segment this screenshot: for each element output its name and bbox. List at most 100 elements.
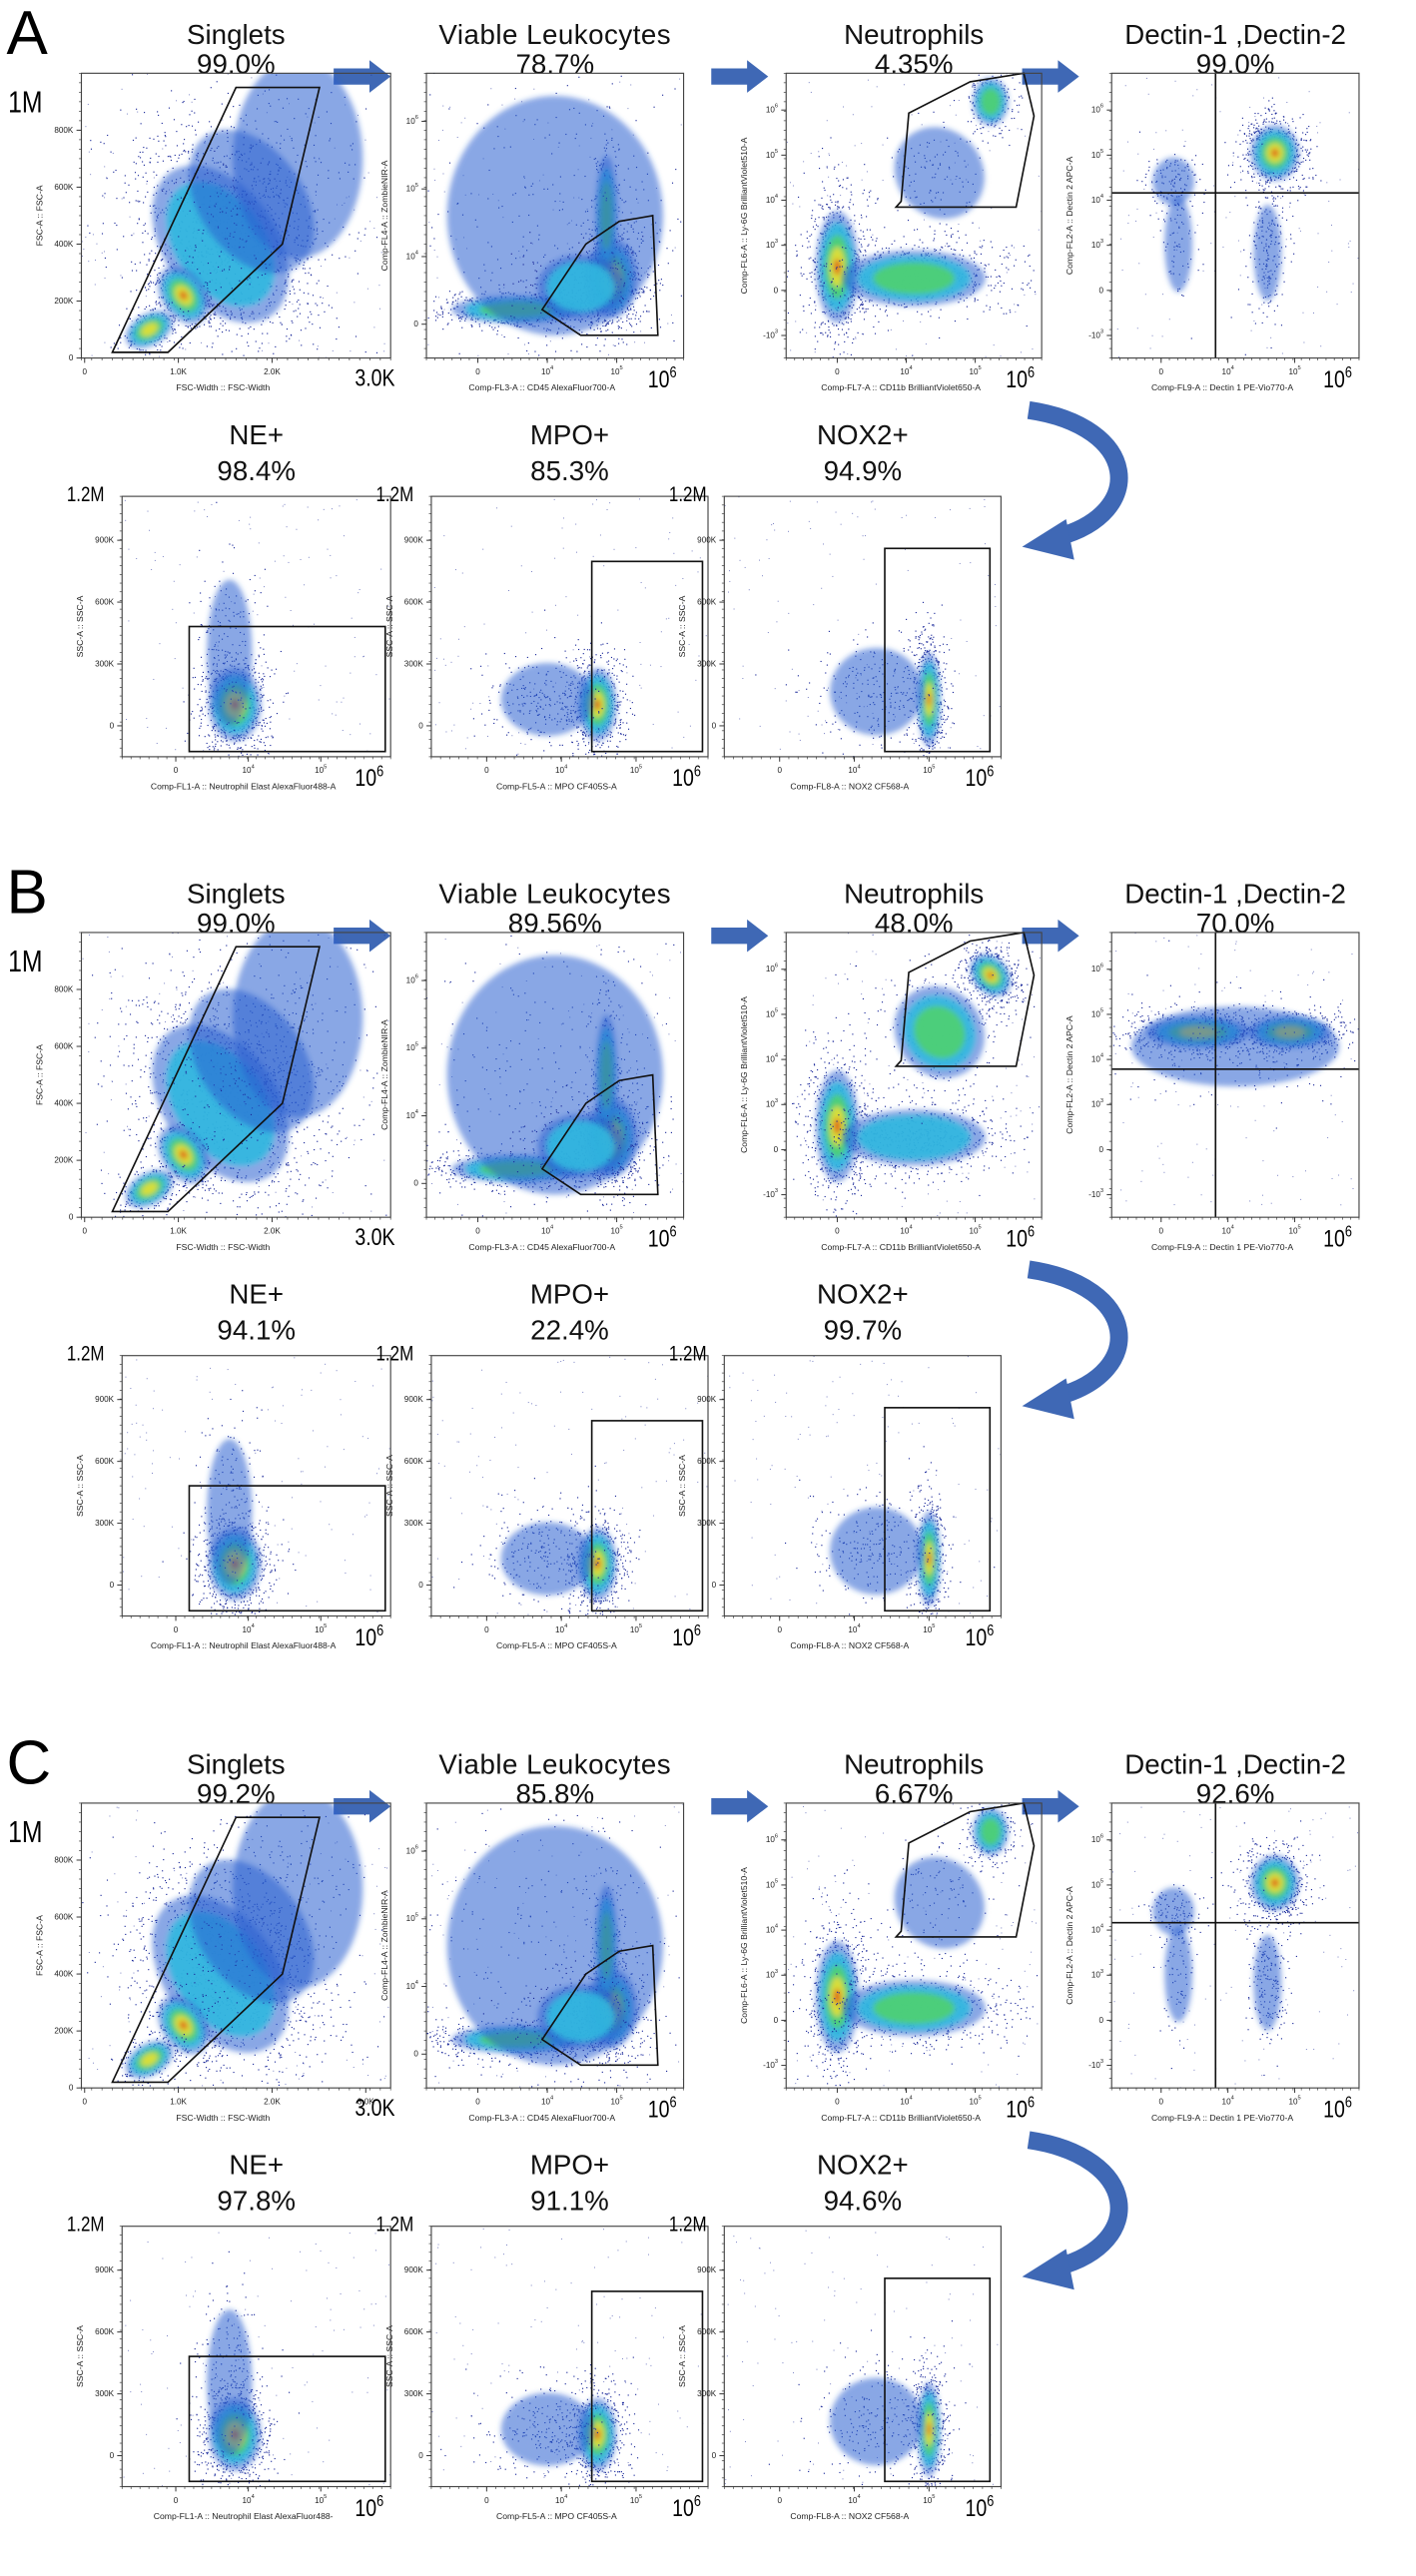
event-dot (364, 140, 365, 141)
event-dot (291, 610, 292, 611)
event-dot (1032, 1921, 1033, 1922)
y-tick-label: 400K (54, 1970, 74, 1979)
event-dot (500, 1194, 501, 1195)
event-dot (534, 2319, 535, 2320)
event-dot (868, 80, 869, 81)
y-tick-label: 200K (54, 1156, 74, 1165)
event-dot (170, 1457, 171, 1458)
event-dot (125, 1377, 126, 1378)
event-dot (800, 740, 801, 741)
event-dot (603, 565, 604, 566)
event-dot (291, 2300, 292, 2301)
event-dot (162, 2258, 163, 2259)
event-dot (259, 542, 260, 543)
event-dot (543, 1506, 544, 1507)
event-dot (447, 1898, 448, 1899)
event-dot (511, 735, 512, 736)
event-dot (750, 2238, 751, 2239)
event-dot (853, 114, 854, 115)
curved-arrow-head-icon (1023, 519, 1074, 560)
event-dot (1192, 95, 1193, 96)
event-dot (462, 1002, 463, 1003)
event-dot (1189, 1105, 1190, 1106)
event-dot (547, 2470, 548, 2471)
event-dot (506, 1382, 507, 1383)
event-dot (103, 1966, 104, 1967)
event-dot (953, 1803, 954, 1804)
event-dot (471, 2269, 472, 2270)
y-tick-label: 900K (95, 536, 115, 545)
event-dot (525, 744, 526, 745)
event-dot (891, 1379, 892, 1380)
event-dot (674, 1455, 675, 1456)
event-dot (299, 1552, 300, 1553)
event-dot (984, 499, 985, 500)
plot-title: Viable Leukocytes (438, 1749, 671, 1780)
event-dot (619, 1396, 620, 1397)
event-dot (532, 612, 533, 613)
event-dot (345, 1573, 346, 1574)
event-dot (456, 1139, 457, 1140)
event-dot (384, 935, 385, 936)
event-dot (437, 1559, 438, 1560)
event-dot (171, 1016, 172, 1017)
event-dot (440, 1925, 441, 1926)
density-contour (1250, 125, 1299, 181)
event-dot (808, 1498, 809, 1499)
event-dot (1118, 356, 1119, 357)
event-dot (589, 656, 590, 657)
event-dot (434, 180, 435, 181)
event-dot (838, 729, 839, 730)
event-dot (308, 2452, 309, 2453)
event-dot (835, 1881, 836, 1882)
event-dot (798, 1439, 799, 1440)
event-dot (1022, 1064, 1023, 1065)
event-dot (827, 1504, 828, 1505)
event-dot (442, 130, 443, 131)
x-axis-label: Comp-FL3-A :: CD45 AlexaFluor700-A (468, 1242, 615, 1252)
event-dot (343, 1213, 344, 1214)
gate-percent: 85.3% (530, 455, 609, 488)
event-dot (299, 2079, 300, 2080)
y-tick-label: 900K (697, 536, 717, 545)
event-dot (582, 1828, 583, 1829)
event-dot (986, 1964, 987, 1965)
event-dot (381, 1369, 382, 1370)
event-dot (1161, 1143, 1162, 1144)
event-dot (254, 666, 255, 667)
event-dot (1353, 1990, 1354, 1991)
event-dot (193, 970, 194, 971)
event-dot (640, 642, 641, 643)
event-dot (578, 2325, 579, 2326)
event-dot (292, 1497, 293, 1498)
event-dot (186, 1873, 187, 1874)
event-dot (931, 310, 932, 311)
event-dot (140, 1437, 141, 1438)
event-dot (287, 526, 288, 527)
event-dot (153, 2351, 154, 2352)
event-dot (861, 143, 862, 144)
event-dot (774, 530, 775, 531)
event-dot (1213, 186, 1214, 187)
event-dot (308, 506, 309, 507)
event-dot (970, 508, 971, 509)
event-dot (742, 678, 743, 679)
event-dot (286, 2068, 287, 2069)
event-dot (1264, 1105, 1265, 1106)
event-dot (680, 952, 681, 953)
event-dot (819, 1886, 820, 1887)
event-dot (852, 1860, 853, 1861)
x-axis-label: Comp-FL7-A :: CD11b BrilliantViolet650-A (821, 2113, 981, 2123)
event-dot (1011, 1092, 1012, 1093)
event-dot (219, 2313, 220, 2314)
event-dot (377, 1611, 378, 1612)
event-dot (899, 2368, 900, 2369)
event-dot (1001, 1117, 1002, 1118)
event-dot (813, 995, 814, 996)
event-dot (666, 1481, 667, 1482)
event-dot (972, 85, 973, 86)
event-dot (107, 937, 108, 938)
density-contour (501, 663, 594, 736)
event-dot (252, 1523, 253, 1524)
